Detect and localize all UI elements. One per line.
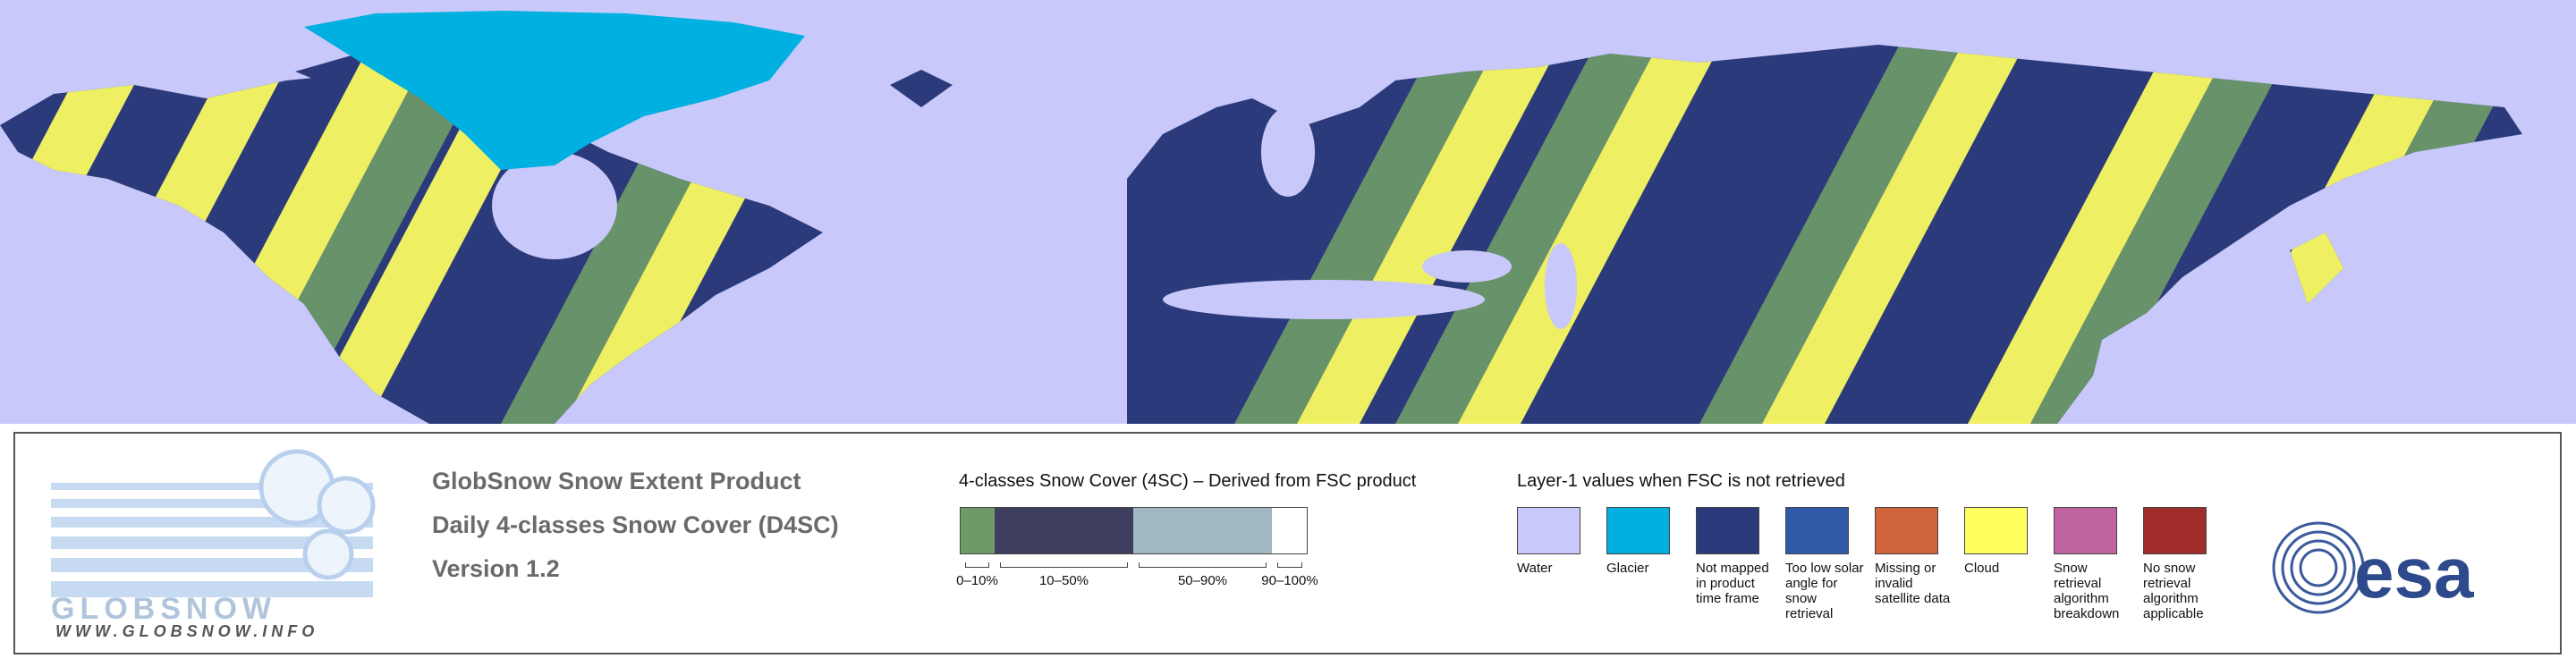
swath-band — [1395, 45, 1682, 424]
globsnow-logo: GLOBSNOW WWW.GLOBSNOW.INFO — [51, 449, 376, 639]
swath-band — [2030, 45, 2317, 424]
layer1-label: Cloud — [1964, 561, 2000, 576]
swath-band — [1458, 45, 1744, 424]
legend-panel: GLOBSNOW WWW.GLOBSNOW.INFO GlobSnow Snow… — [13, 432, 2562, 654]
black-sea — [1422, 250, 1512, 283]
class-label: 10–50% — [1038, 573, 1089, 588]
swath-band — [1762, 45, 2048, 424]
class-bracket — [1277, 562, 1302, 568]
layer1-swatch — [1875, 507, 1938, 554]
class-swatch — [960, 507, 995, 554]
greenland — [304, 11, 805, 170]
layer1-label: Missing or invalid satellite data — [1875, 561, 1951, 606]
layer1-label: Snow retrieval algorithm breakdown — [2054, 561, 2120, 621]
logo-name: GLOBSNOW — [51, 592, 276, 626]
class-bracket — [965, 562, 989, 568]
esa-logo: esa — [2272, 521, 2474, 614]
layer1-swatch — [1785, 507, 1849, 554]
product-line: Daily 4-classes Snow Cover (D4SC) — [432, 511, 839, 538]
class-label: 0–10% — [956, 573, 998, 588]
logo-url: WWW.GLOBSNOW.INFO — [55, 622, 318, 639]
class-swatch — [995, 507, 1133, 554]
baltic-sea — [1261, 107, 1315, 197]
product-line: Version 1.2 — [432, 555, 560, 582]
layer1-swatch — [2054, 507, 2117, 554]
class-bracket — [1139, 562, 1267, 568]
class-swatch — [1133, 507, 1272, 554]
layer1-title: Layer-1 values when FSC is not retrieved — [1517, 471, 1845, 491]
class-label: 90–100% — [1261, 573, 1318, 588]
layer1-label: Not mapped in product time frame — [1696, 561, 1769, 606]
product-line: GlobSnow Snow Extent Product — [432, 468, 801, 494]
class-bracket — [1000, 562, 1128, 568]
swath-band — [1968, 45, 2254, 424]
class-swatch — [1272, 507, 1308, 554]
layer1-label: Glacier — [1606, 561, 1649, 576]
swath-band — [1699, 45, 1986, 424]
layer1-swatch — [1964, 507, 2028, 554]
caspian-sea — [1545, 243, 1577, 329]
layer1-swatch — [1696, 507, 1759, 554]
layer1-label: Too low solar angle for snow retrieval — [1785, 561, 1864, 621]
esa-swirl — [2272, 521, 2365, 614]
layer1-swatch — [2143, 507, 2207, 554]
layer1-label: Water — [1517, 561, 1553, 576]
mediterranean — [1163, 280, 1485, 319]
class-label: 50–90% — [1177, 573, 1228, 588]
hudson-bay — [492, 152, 617, 259]
four-class-title: 4-classes Snow Cover (4SC) – Derived fro… — [959, 471, 1417, 491]
esa-name: esa — [2354, 533, 2474, 612]
snowflakes — [258, 449, 376, 580]
greenland-interior — [890, 70, 953, 107]
layer1-label: No snow retrieval algorithm applicable — [2143, 561, 2204, 621]
snow-map — [0, 0, 2576, 424]
layer1-swatch — [1606, 507, 1670, 554]
layer1-swatch — [1517, 507, 1580, 554]
